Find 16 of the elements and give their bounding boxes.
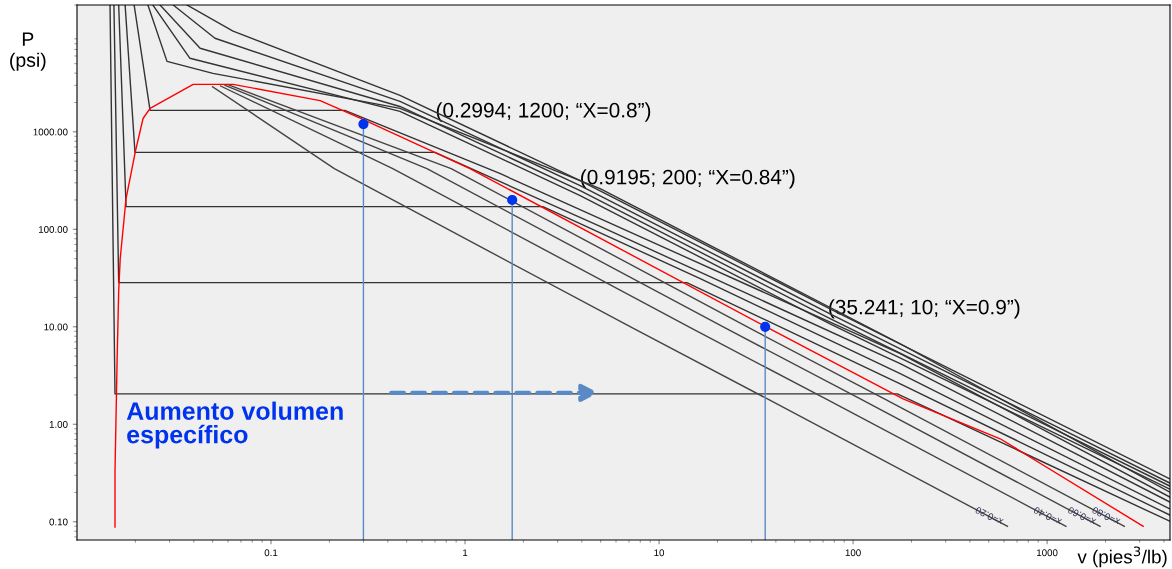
annotation: (0.2994; 1200; “X=0.8”) (436, 102, 651, 122)
x-tick-label: 1000 (1037, 549, 1058, 557)
annotation: (35.241; 10; “X=0.9”) (829, 299, 1020, 319)
y-tick-label: 10.00 (44, 323, 68, 331)
annotation: (0.9195; 200; “X=0.84”) (581, 169, 795, 189)
y-tick-label: 0.10 (49, 518, 68, 526)
x-axis-title: v (pies$^{3}$/lb) (1077, 546, 1167, 568)
x-tick-label: 100 (845, 549, 861, 557)
x-tick-label: 10 (654, 549, 665, 557)
x-tick-label: 0.1 (264, 549, 278, 557)
y-axis-title: P (psi) (10, 32, 46, 71)
y-tick-label: 100.00 (38, 226, 68, 233)
annotation: Aumento volumen específico (126, 401, 343, 449)
x-tick-label: 1 (463, 549, 468, 557)
y-tick-label: 1.00 (49, 421, 68, 428)
y-tick-label: 1000.00 (33, 128, 68, 136)
